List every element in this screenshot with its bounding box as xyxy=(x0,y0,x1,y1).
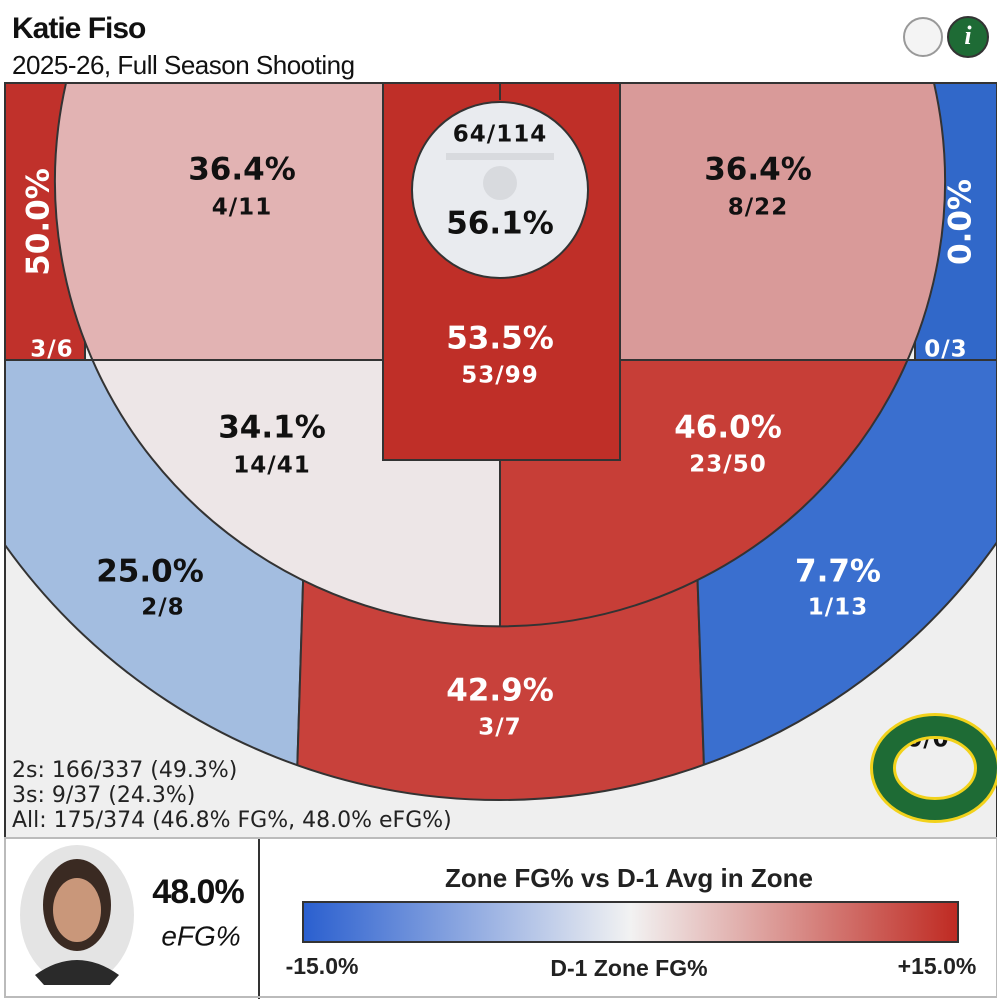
subtitle: 2025-26, Full Season Shooting xyxy=(12,50,355,80)
legend-max: +15.0% xyxy=(898,953,977,979)
title: Katie Fiso xyxy=(12,12,146,45)
legend-min: -15.0% xyxy=(286,953,359,979)
zone-pct: 25.0% xyxy=(96,554,204,590)
efg-value: 48.0% xyxy=(152,873,244,911)
player-photo xyxy=(20,845,134,985)
three-point-arc xyxy=(54,83,946,628)
summary-line: All: 175/374 (46.8% FG%, 48.0% eFG%) xyxy=(12,808,452,833)
zone-pct: 36.4% xyxy=(704,152,812,188)
zone-made-attempted: 2/8 xyxy=(141,595,184,621)
zone-made-attempted: 3/6 xyxy=(30,337,73,363)
efg-label: eFG% xyxy=(161,920,240,951)
toggle-button[interactable] xyxy=(903,17,943,57)
outer-arc xyxy=(5,540,997,801)
info-button[interactable] xyxy=(947,16,989,58)
zone-made-attempted: 64/114 xyxy=(453,122,547,148)
zone-made-attempted: 1/13 xyxy=(808,595,868,621)
legend-title: Zone FG% vs D-1 Avg in Zone xyxy=(445,863,813,893)
zone-pct: 53.5% xyxy=(446,321,554,357)
legend-axis-label: D-1 Zone FG% xyxy=(550,955,707,981)
zone-pct: 7.7% xyxy=(795,554,881,590)
zone-pct: 34.1% xyxy=(218,410,326,446)
zone-made-attempted: 53/99 xyxy=(461,363,538,389)
zone-pct: 42.9% xyxy=(446,673,554,709)
zone-pct: 46.0% xyxy=(674,410,782,446)
zone-pct: 50.0% xyxy=(21,168,57,276)
backboard xyxy=(446,153,554,160)
zone-made-attempted: 3/7 xyxy=(478,715,521,741)
zone-pct: 36.4% xyxy=(188,152,296,188)
info-icon: i xyxy=(964,21,972,50)
zone-made-attempted: 14/41 xyxy=(233,453,310,479)
color-scale xyxy=(302,901,959,943)
zone xyxy=(619,83,946,361)
zone-made-attempted: 8/22 xyxy=(728,195,788,221)
summary-line: 2s: 166/337 (49.3%) xyxy=(12,758,237,783)
team-logo xyxy=(870,713,997,823)
zone-made-attempted: 4/11 xyxy=(212,195,272,221)
zone-made-attempted: 23/50 xyxy=(689,452,766,478)
zone-pct: 0.0% xyxy=(943,179,979,265)
zone-pct: 56.1% xyxy=(446,206,554,242)
zone-labels: 50.0% 3/6 36.4% 4/11 53.5% 53/99 56.1% 64/114 36… xyxy=(12,122,979,834)
zone-made-attempted: 0/3 xyxy=(924,337,967,363)
summary-line: 3s: 9/37 (24.3%) xyxy=(12,783,195,808)
rim xyxy=(483,166,517,200)
